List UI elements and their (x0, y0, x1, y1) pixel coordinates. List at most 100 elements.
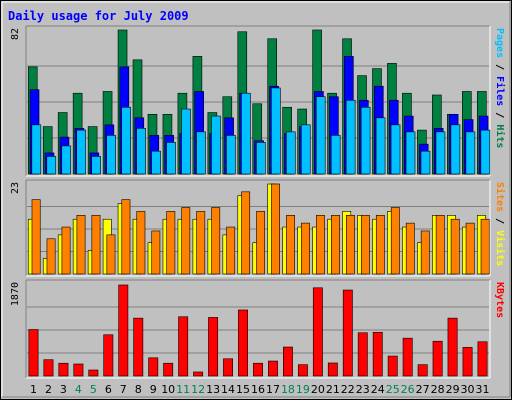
legend-text-segment: Files (494, 76, 506, 106)
bar-pages-day-20 (315, 96, 326, 175)
bar-sites-day-1 (31, 199, 41, 275)
x-tick-label-day-7: 7 (120, 383, 127, 396)
bar-pages-day-30 (465, 131, 476, 175)
x-tick-label-day-29: 29 (446, 383, 460, 396)
bar-kbytes-day-27 (417, 364, 428, 377)
bar-sites-day-14 (226, 226, 236, 275)
bar-pages-day-2 (46, 156, 57, 175)
bar-sites-day-31 (480, 218, 490, 275)
panel-background (26, 280, 490, 378)
bar-kbytes-day-22 (342, 289, 353, 377)
bar-kbytes-day-17 (268, 360, 278, 377)
legend-text-segment: KBytes (494, 282, 505, 318)
x-tick-label-day-20: 20 (311, 383, 325, 396)
bar-sites-day-3 (61, 226, 71, 275)
panel-legend-label: Sites / Visits (494, 182, 506, 266)
panel-legend-label: Pages / Files / Hits (494, 28, 506, 148)
bar-sites-day-7 (121, 199, 131, 275)
bar-kbytes-day-3 (58, 362, 69, 377)
x-tick-label-day-4: 4 (75, 383, 82, 396)
bar-kbytes-day-4 (73, 363, 84, 377)
bar-kbytes-day-24 (372, 331, 383, 377)
bar-sites-day-28 (435, 215, 445, 275)
bar-kbytes-day-20 (312, 287, 323, 377)
x-tick-label-day-10: 10 (161, 383, 175, 396)
bar-kbytes-day-29 (447, 317, 458, 377)
bar-pages-day-19 (300, 124, 311, 175)
bar-kbytes-day-26 (402, 337, 413, 377)
bar-pages-day-31 (480, 129, 491, 175)
panel-sites-visits: 23 Sites / Visits (10, 179, 506, 277)
bar-kbytes-day-1 (28, 329, 39, 377)
bar-sites-day-29 (450, 218, 460, 275)
x-tick-label-day-5: 5 (90, 383, 97, 396)
x-tick-label-day-14: 14 (221, 383, 235, 396)
bar-pages-day-11 (181, 108, 191, 175)
x-tick-label-day-1: 1 (30, 383, 37, 396)
bar-sites-day-21 (331, 215, 340, 275)
x-tick-label-day-3: 3 (60, 383, 67, 396)
bar-sites-day-6 (106, 234, 116, 275)
bar-sites-day-8 (136, 211, 146, 275)
x-tick-label-day-18: 18 (281, 383, 295, 396)
x-tick-label-day-21: 21 (326, 383, 340, 396)
bar-kbytes-day-13 (208, 317, 219, 377)
bar-kbytes-day-23 (357, 332, 368, 377)
bar-kbytes-day-21 (327, 362, 338, 377)
bar-sites-day-27 (420, 230, 430, 275)
panel-legend-label: KBytes (494, 282, 505, 318)
bar-sites-day-12 (196, 211, 206, 275)
bar-pages-day-10 (166, 142, 176, 175)
bar-pages-day-13 (211, 115, 221, 175)
bar-sites-day-9 (151, 230, 161, 275)
legend-text-segment: Visits (494, 230, 506, 266)
bar-sites-day-2 (46, 238, 56, 275)
bar-sites-day-18 (286, 215, 295, 275)
x-tick-label-day-8: 8 (135, 383, 142, 396)
bar-kbytes-day-16 (253, 362, 263, 377)
bar-pages-day-28 (435, 131, 446, 175)
legend-text-segment: Pages (494, 28, 505, 58)
legend-text-segment: / (494, 106, 505, 124)
chart-title: Daily usage for July 2009 (8, 9, 189, 23)
bar-pages-day-29 (450, 124, 461, 175)
bar-sites-day-16 (256, 211, 266, 275)
bar-pages-day-25 (390, 124, 401, 175)
bar-pages-day-22 (345, 99, 356, 175)
bar-kbytes-day-11 (178, 316, 189, 377)
bar-pages-day-16 (256, 142, 266, 175)
x-tick-label-day-24: 24 (371, 383, 385, 396)
bar-kbytes-day-25 (387, 355, 398, 377)
bar-kbytes-day-31 (477, 341, 488, 377)
legend-text-segment: Hits (494, 124, 506, 148)
bar-pages-day-8 (136, 128, 146, 175)
x-tick-label-day-22: 22 (341, 383, 355, 396)
y-axis-max-label: 23 (10, 182, 21, 194)
x-tick-label-day-25: 25 (386, 383, 400, 396)
panel-kbytes: 1870 KBytes (10, 279, 505, 379)
bar-kbytes-day-5 (88, 369, 99, 377)
bar-sites-day-30 (465, 222, 475, 275)
x-tick-label-day-13: 13 (206, 383, 220, 396)
x-tick-label-day-2: 2 (45, 383, 52, 396)
bar-sites-day-26 (405, 222, 415, 275)
legend-text-segment: / (494, 212, 505, 230)
bar-sites-day-5 (91, 215, 101, 275)
x-tick-label-day-27: 27 (416, 383, 430, 396)
bar-sites-day-22 (346, 215, 355, 275)
bar-pages-day-27 (420, 150, 431, 175)
x-tick-label-day-6: 6 (105, 383, 112, 396)
bar-pages-day-4 (76, 129, 87, 175)
bar-sites-day-23 (360, 215, 370, 275)
x-axis-labels: 1 2 3 4 5 6 7 8 9 10 11 12 13 14 15 16 17 18 19 20 21 22 23 24 2… (30, 383, 490, 396)
bar-kbytes-day-8 (133, 317, 144, 377)
x-tick-label-day-23: 23 (356, 383, 370, 396)
bar-sites-day-24 (375, 215, 385, 275)
bar-pages-day-21 (330, 135, 341, 175)
bar-pages-day-6 (106, 135, 116, 175)
bar-pages-day-9 (151, 150, 161, 175)
bar-pages-day-26 (405, 131, 416, 175)
x-tick-label-day-11: 11 (176, 383, 190, 396)
panel-hits-files-pages: 82 Pages / Files / Hits (10, 25, 506, 177)
bar-kbytes-day-18 (282, 346, 293, 377)
